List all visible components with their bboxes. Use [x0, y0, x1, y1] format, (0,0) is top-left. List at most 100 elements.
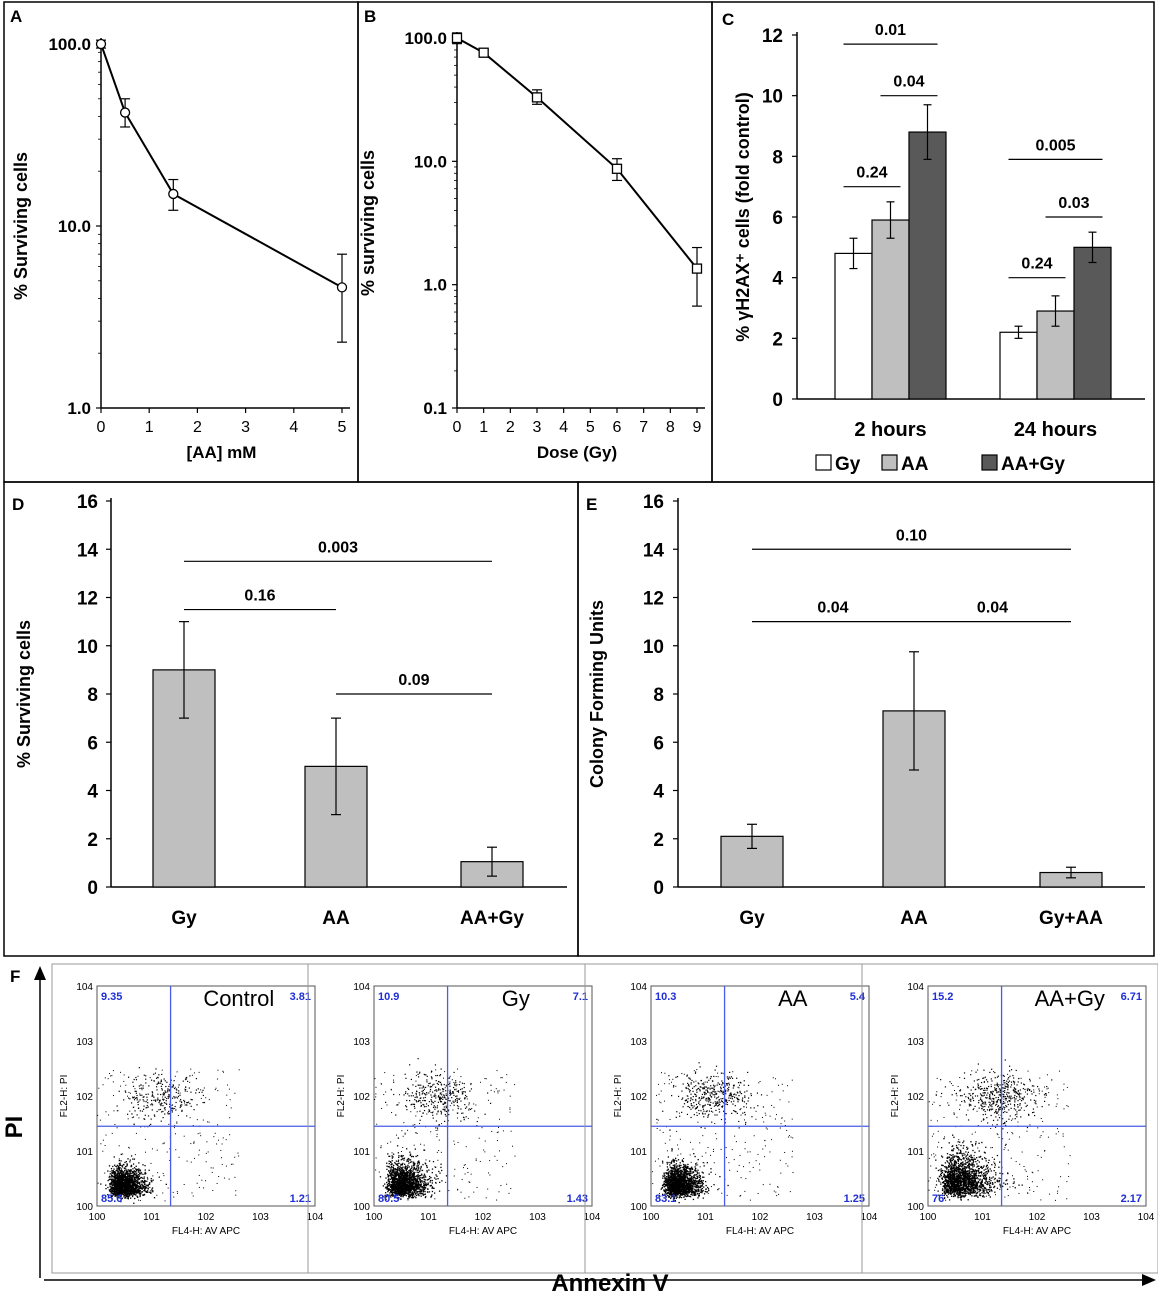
dot — [107, 1193, 109, 1196]
dot — [407, 1181, 409, 1184]
dot — [439, 1074, 442, 1076]
dot — [391, 1183, 394, 1185]
dot — [120, 1168, 123, 1170]
dot — [110, 1187, 112, 1189]
dot — [689, 1168, 691, 1170]
dot — [387, 1194, 389, 1196]
dot — [132, 1163, 135, 1165]
dot — [418, 1193, 420, 1195]
dot — [174, 1086, 176, 1088]
dot — [390, 1089, 392, 1091]
dot — [174, 1097, 176, 1099]
dot — [410, 1095, 412, 1097]
dot — [134, 1191, 136, 1193]
dot — [420, 1165, 422, 1168]
dot — [408, 1192, 410, 1194]
dot — [419, 1192, 421, 1194]
dot — [433, 1095, 435, 1098]
dot — [388, 1178, 390, 1181]
dot — [687, 1167, 689, 1169]
dot — [390, 1179, 392, 1181]
scatter-dots — [97, 1067, 240, 1204]
dot — [129, 1159, 131, 1161]
plot-x-label: FL4-H: AV APC — [449, 1226, 517, 1237]
dot — [424, 1100, 426, 1102]
x-tick-label: 104 — [861, 1212, 878, 1223]
dot — [405, 1186, 407, 1189]
dot — [116, 1196, 118, 1198]
dot — [135, 1079, 138, 1081]
y-tick-label: 104 — [630, 982, 647, 993]
dot — [105, 1187, 107, 1190]
dot — [439, 1089, 441, 1091]
dot — [129, 1169, 132, 1171]
dot — [385, 1177, 387, 1179]
x-tick-label: 1 — [145, 419, 154, 436]
dot — [392, 1185, 394, 1187]
dot — [117, 1165, 119, 1167]
y-tick-label: 12 — [77, 589, 98, 610]
dot — [420, 1102, 422, 1104]
dot — [116, 1179, 118, 1182]
dot — [397, 1166, 399, 1169]
dot — [132, 1182, 134, 1185]
dot — [129, 1175, 132, 1177]
dot — [427, 1085, 429, 1087]
dot — [428, 1191, 431, 1193]
dot — [455, 1088, 457, 1090]
dot — [190, 1098, 192, 1101]
dot — [122, 1185, 124, 1187]
dot — [211, 1171, 213, 1173]
dot — [190, 1091, 192, 1093]
dot — [102, 1139, 104, 1141]
dot — [399, 1187, 401, 1189]
dot — [108, 1165, 111, 1167]
dot — [424, 1181, 426, 1183]
dot — [409, 1196, 411, 1198]
dot — [392, 1169, 394, 1171]
dot — [402, 1175, 404, 1177]
dot — [416, 1111, 418, 1113]
y-tick-label: 4 — [653, 782, 664, 803]
dot — [412, 1095, 414, 1097]
dot — [123, 1080, 125, 1082]
dot — [132, 1085, 135, 1087]
dot — [463, 1086, 465, 1089]
dot — [411, 1161, 413, 1163]
dot — [390, 1185, 393, 1187]
dot — [687, 1163, 689, 1166]
dot — [376, 1123, 378, 1125]
dot — [437, 1178, 439, 1180]
dot — [406, 1159, 408, 1161]
panel-letter: A — [10, 7, 22, 26]
dot — [409, 1190, 411, 1193]
dot — [114, 1185, 116, 1187]
dot — [133, 1193, 135, 1195]
dot — [391, 1178, 394, 1180]
dot — [419, 1071, 421, 1073]
dot — [393, 1177, 395, 1180]
dot — [396, 1197, 398, 1200]
data-point — [531, 92, 543, 103]
dot — [500, 1185, 502, 1187]
dot — [704, 1180, 707, 1183]
dot — [133, 1177, 136, 1180]
dot — [405, 1168, 408, 1170]
dot — [153, 1096, 155, 1098]
dot — [138, 1188, 140, 1191]
dot — [116, 1127, 118, 1129]
dot — [404, 1166, 407, 1169]
dot — [168, 1090, 170, 1092]
dot — [162, 1192, 164, 1194]
dot — [177, 1115, 179, 1117]
dot — [494, 1155, 496, 1157]
dot — [392, 1167, 395, 1169]
dot — [152, 1095, 154, 1097]
plot-y-label: FL2-H: PI — [336, 1075, 347, 1118]
dot — [407, 1177, 409, 1179]
dot — [420, 1180, 423, 1182]
dot — [436, 1074, 439, 1077]
dot — [109, 1183, 111, 1185]
dot — [137, 1180, 139, 1182]
